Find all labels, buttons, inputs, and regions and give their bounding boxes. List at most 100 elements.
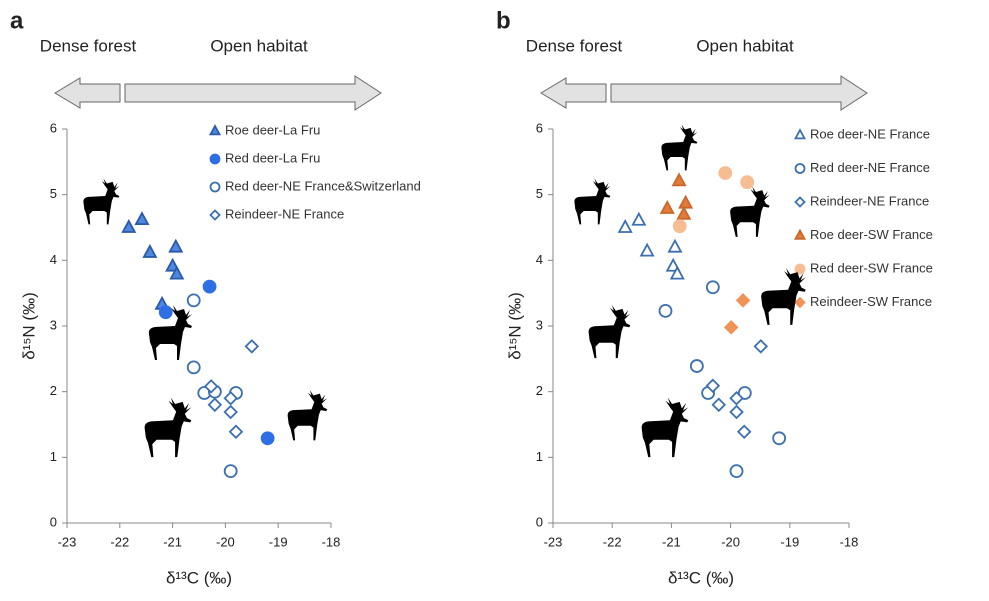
deer-icon	[641, 397, 689, 458]
arrow-left	[54, 77, 121, 109]
point	[186, 360, 201, 375]
point	[671, 172, 687, 187]
legend-marker	[794, 163, 806, 174]
x-tick-label: -18	[322, 534, 341, 549]
point	[134, 211, 150, 226]
point	[168, 238, 184, 253]
panel: b Dense forest Open habitat 0 1 2 3 4 5 6 -23 -22 -2…	[496, 7, 933, 587]
legend-label: Red deer-NE France	[810, 160, 930, 175]
x-axis-label: δ¹³C (‰)	[668, 568, 734, 587]
point	[260, 431, 275, 446]
arrow-right	[124, 75, 382, 111]
point	[718, 166, 733, 180]
point	[223, 404, 238, 420]
legend-label: Red deer-SW France	[810, 260, 933, 275]
x-tick-label: -23	[58, 534, 77, 549]
point	[186, 293, 201, 308]
y-tick-label: 3	[50, 317, 57, 332]
x-tick-label: -20	[216, 534, 235, 549]
point	[678, 194, 694, 209]
deer-icon	[761, 268, 806, 325]
point	[729, 464, 744, 479]
annotation: Dense forest	[40, 36, 137, 55]
x-tick-label: -20	[721, 534, 740, 549]
y-tick-label: 1	[50, 449, 57, 464]
point	[228, 424, 244, 439]
x-tick-label: -21	[163, 534, 182, 549]
x-tick-label: -21	[662, 534, 681, 549]
point	[617, 219, 633, 233]
point	[659, 199, 675, 214]
legend-marker	[208, 124, 222, 136]
legend-label: Reindeer-NE France	[225, 206, 344, 221]
silhouettes	[83, 124, 806, 458]
y-tick-label: 0	[50, 514, 57, 529]
point	[639, 242, 655, 257]
panel-letter: b	[496, 7, 511, 34]
legend-label: Red deer-La Fru	[225, 150, 320, 165]
point	[202, 279, 217, 294]
legend-label: Reindeer-SW France	[810, 294, 932, 309]
x-tick-label: -23	[544, 534, 563, 549]
legend-marker	[793, 228, 807, 240]
y-axis-label: δ¹⁵N (‰)	[505, 292, 524, 360]
arrow-left	[540, 77, 607, 109]
deer-icon	[661, 124, 698, 171]
point	[667, 238, 683, 253]
point	[631, 211, 647, 226]
deer-icon	[144, 397, 192, 458]
point	[689, 359, 704, 373]
y-tick-label: 5	[50, 186, 57, 201]
x-tick-label: -19	[780, 534, 799, 549]
legend-label: Roe deer-NE France	[810, 126, 930, 141]
legend-marker	[794, 263, 806, 275]
legend-marker	[794, 296, 806, 309]
annotation: Open habitat	[210, 36, 308, 55]
legend-label: Red deer-NE France&Switzerland	[225, 178, 421, 193]
deer-icon	[574, 178, 611, 225]
point	[676, 205, 692, 220]
legend-label: Roe deer-La Fru	[225, 122, 320, 137]
deer-icon	[83, 178, 120, 225]
x-tick-label: -19	[269, 534, 288, 549]
point	[772, 431, 787, 446]
y-tick-label: 6	[536, 120, 543, 135]
y-tick-label: 2	[536, 383, 543, 398]
point	[736, 424, 752, 439]
y-tick-label: 5	[536, 186, 543, 201]
point	[740, 175, 755, 190]
y-tick-label: 0	[536, 514, 543, 529]
point	[669, 265, 685, 280]
x-tick-label: -18	[840, 534, 859, 549]
point	[244, 339, 260, 354]
point	[711, 397, 727, 413]
x-tick-label: -22	[110, 534, 129, 549]
point	[203, 379, 219, 394]
point	[723, 320, 739, 335]
y-tick-label: 6	[50, 120, 57, 135]
legend-label: Reindeer-NE France	[810, 193, 929, 208]
y-axis-label: δ¹⁵N (‰)	[19, 292, 38, 360]
point	[158, 305, 173, 320]
panel: a Dense forest Open habitat 0 1 2 3 4 5 6 -23 -22 -2…	[10, 7, 421, 587]
legend-marker	[209, 209, 221, 221]
y-tick-label: 1	[536, 449, 543, 464]
point	[735, 293, 751, 308]
legend-marker	[793, 128, 807, 140]
point	[672, 219, 687, 234]
point	[658, 303, 673, 318]
point	[207, 397, 223, 413]
point	[705, 280, 720, 295]
panel-letter: a	[10, 7, 24, 34]
point	[737, 386, 752, 400]
point	[223, 390, 238, 406]
legend-marker	[209, 181, 221, 193]
x-tick-label: -22	[603, 534, 622, 549]
point	[121, 219, 137, 233]
legend-marker	[209, 153, 221, 165]
x-axis-label: δ¹³C (‰)	[166, 568, 232, 587]
y-tick-label: 3	[536, 317, 543, 332]
point	[729, 404, 744, 420]
point	[223, 464, 238, 479]
